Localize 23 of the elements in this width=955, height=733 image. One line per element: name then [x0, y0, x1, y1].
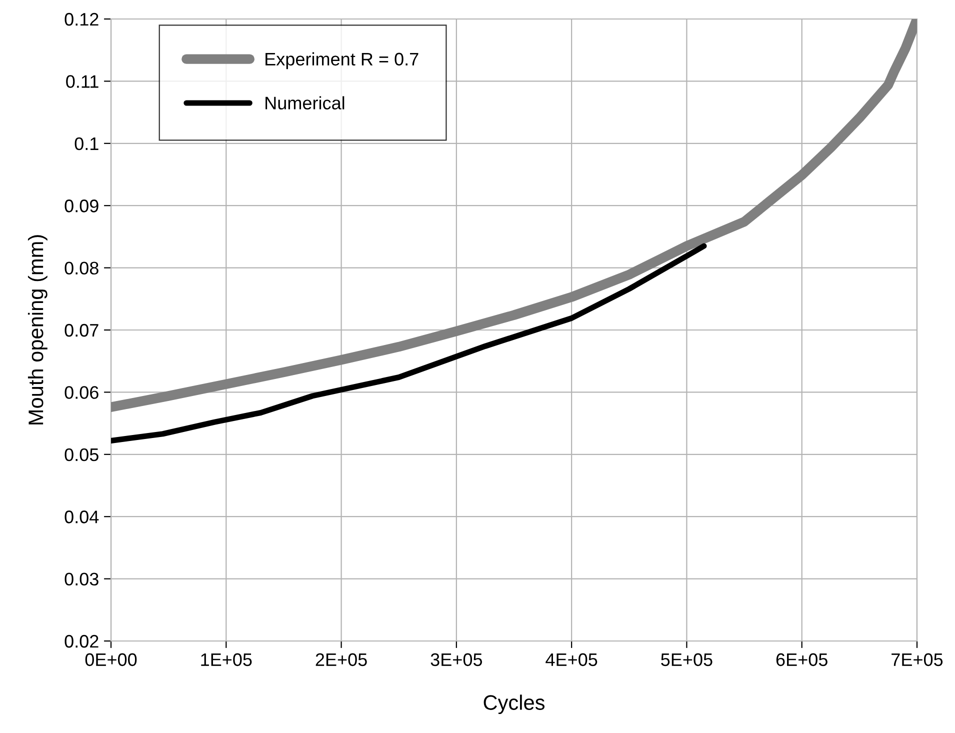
y-tick-label: 0.07: [64, 324, 98, 337]
y-tick-label: 0.04: [64, 510, 99, 524]
y-tick-label: 0.03: [64, 572, 98, 586]
x-tick-label: 3E+05: [430, 653, 482, 666]
x-tick-label: 2E+05: [316, 653, 367, 666]
y-tick-label: 0.09: [64, 200, 98, 212]
y-tick-label: 0.12: [64, 12, 98, 26]
x-tick-label: 6E+05: [776, 653, 828, 666]
y-tick-label: 0.08: [64, 262, 98, 275]
y-axis-title: Mouth opening (mm): [28, 235, 48, 424]
x-tick-label: 0E+00: [85, 653, 137, 666]
legend-label: Experiment R = 0.7: [266, 52, 418, 70]
y-tick-label: 0.06: [64, 386, 98, 399]
y-tick-label: 0.11: [66, 75, 98, 88]
x-axis-title: Cycles: [484, 694, 545, 714]
x-tick-label: 7E+05: [892, 653, 943, 666]
x-tick-label: 1E+05: [201, 653, 252, 666]
x-tick-label: 5E+05: [661, 653, 712, 666]
y-tick-label: 0.02: [64, 634, 98, 648]
y-tick-label: 0.1: [74, 137, 98, 150]
legend-label: Numerical: [266, 96, 344, 110]
x-tick-label: 4E+05: [546, 653, 598, 666]
y-tick-label: 0.05: [64, 448, 98, 462]
